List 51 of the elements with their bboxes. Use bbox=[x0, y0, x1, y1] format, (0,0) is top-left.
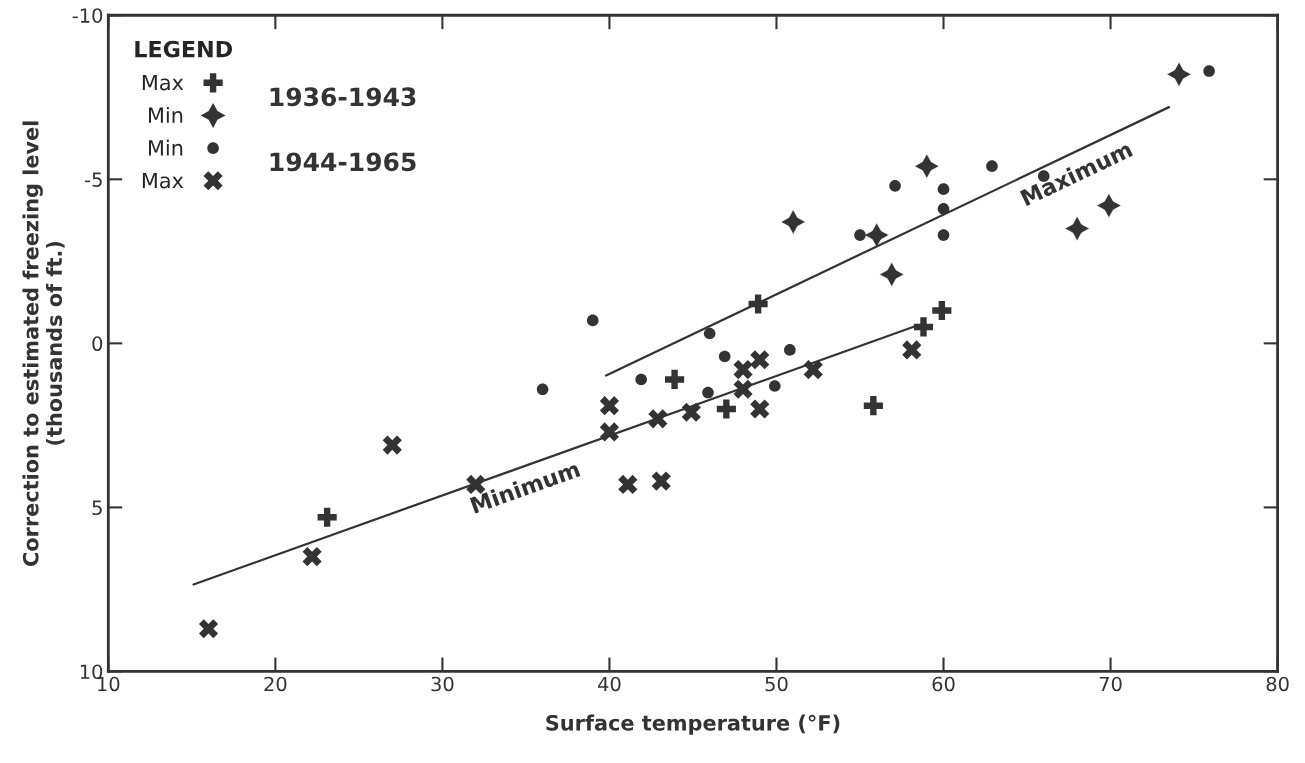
point bbox=[750, 350, 770, 370]
y-tick-label: 5 bbox=[92, 500, 102, 516]
point bbox=[913, 317, 934, 337]
point bbox=[902, 340, 922, 360]
point bbox=[651, 471, 671, 491]
point bbox=[586, 314, 599, 327]
point bbox=[718, 350, 731, 363]
x-tick-label: 80 bbox=[1266, 676, 1289, 692]
x-tick-label: 20 bbox=[264, 676, 287, 692]
point bbox=[665, 369, 685, 390]
point bbox=[382, 435, 402, 455]
x-tick-label: 60 bbox=[932, 676, 955, 692]
annotation: 1936-1943 bbox=[270, 87, 416, 107]
legend-label: Max bbox=[142, 74, 184, 91]
point bbox=[784, 344, 796, 356]
point bbox=[599, 396, 620, 416]
point bbox=[536, 383, 549, 396]
point bbox=[716, 399, 736, 419]
legend-label: Min bbox=[149, 139, 183, 156]
point bbox=[750, 399, 770, 419]
annotation: 1944-1965 bbox=[270, 152, 416, 172]
point bbox=[618, 474, 638, 494]
point bbox=[937, 183, 950, 195]
x-tick-label: 40 bbox=[598, 676, 621, 692]
point bbox=[937, 229, 950, 241]
legend-label: Max bbox=[142, 172, 184, 189]
point bbox=[1203, 65, 1215, 77]
point bbox=[986, 160, 998, 172]
point bbox=[854, 229, 866, 241]
point bbox=[863, 396, 883, 416]
point bbox=[317, 507, 337, 527]
legend-title: LEGEND bbox=[135, 40, 232, 58]
point bbox=[635, 373, 647, 386]
y-tick-label: -10 bbox=[72, 8, 103, 23]
x-axis-title: Surface temperature (°F) bbox=[546, 714, 840, 735]
point bbox=[889, 180, 901, 192]
point bbox=[198, 619, 219, 639]
point bbox=[932, 300, 952, 321]
point bbox=[702, 386, 714, 399]
point bbox=[768, 380, 781, 392]
y-axis-title: Correction to estimated freezing level (thousands of ft.) bbox=[22, 121, 65, 566]
point bbox=[733, 360, 753, 380]
x-tick-label: 50 bbox=[765, 676, 788, 692]
legend-label: Min bbox=[149, 106, 183, 123]
point bbox=[803, 360, 823, 380]
y-tick-label: -5 bbox=[85, 172, 102, 187]
x-tick-label: 30 bbox=[431, 676, 454, 692]
point bbox=[703, 327, 716, 340]
x-tick-label: 70 bbox=[1099, 676, 1122, 692]
point bbox=[302, 547, 322, 567]
y-tick-label: 0 bbox=[92, 336, 103, 352]
